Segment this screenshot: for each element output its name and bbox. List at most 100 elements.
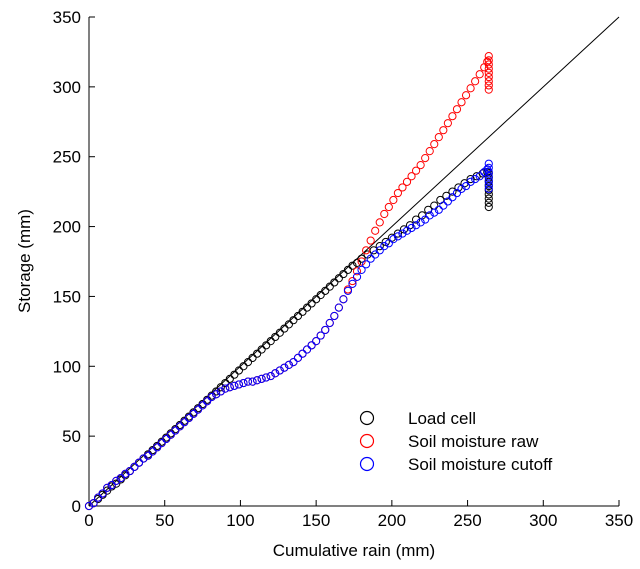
- data-point: [239, 378, 248, 388]
- data-point: [484, 81, 493, 90]
- data-point: [457, 98, 466, 107]
- data-point: [157, 439, 166, 448]
- y-tick-label: 100: [53, 357, 81, 376]
- data-point: [284, 360, 293, 369]
- data-point: [484, 180, 493, 189]
- y-axis-title: Storage (mm): [15, 209, 34, 313]
- data-point: [193, 405, 203, 414]
- data-point: [221, 384, 230, 393]
- data-point: [430, 140, 439, 149]
- data-point: [389, 235, 398, 244]
- y-tick-label: 150: [53, 287, 81, 306]
- data-point: [184, 413, 194, 423]
- data-point: [293, 311, 303, 321]
- data-point: [175, 422, 184, 431]
- y-tick-label: 350: [53, 8, 81, 27]
- y-tick-label: 250: [53, 148, 81, 167]
- data-point: [375, 218, 384, 227]
- data-point: [425, 211, 434, 220]
- data-point: [484, 85, 493, 94]
- x-tick-label: 200: [378, 511, 406, 530]
- data-point: [484, 72, 493, 82]
- data-point: [389, 195, 398, 205]
- data-point: [198, 401, 207, 410]
- data-point: [466, 177, 475, 186]
- data-point: [484, 202, 493, 212]
- data-point: [216, 387, 225, 396]
- data-point: [316, 331, 325, 340]
- data-point: [252, 349, 262, 358]
- data-point: [257, 374, 266, 383]
- data-point: [484, 52, 493, 61]
- legend-marker: [359, 433, 375, 449]
- data-point: [234, 380, 244, 389]
- data-point: [398, 183, 407, 192]
- data-point: [307, 299, 316, 308]
- data-point: [230, 370, 239, 379]
- data-point: [411, 221, 421, 230]
- legend-label: Soil moisture cutoff: [408, 455, 553, 474]
- data-point: [366, 254, 375, 263]
- data-point: [189, 409, 198, 418]
- data-point: [484, 64, 493, 73]
- data-point: [352, 272, 362, 281]
- data-point: [207, 392, 216, 402]
- data-point: [339, 269, 348, 279]
- data-point: [248, 353, 257, 363]
- data-point: [434, 205, 443, 214]
- data-point: [143, 451, 153, 460]
- x-tick-label: 100: [226, 511, 254, 530]
- data-point: [484, 56, 493, 65]
- data-point: [230, 381, 239, 390]
- data-point: [416, 218, 425, 227]
- data-point: [448, 193, 457, 202]
- data-point: [139, 454, 148, 463]
- x-tick-label: 0: [84, 511, 93, 530]
- data-point: [484, 163, 493, 172]
- data-point: [348, 279, 357, 288]
- data-point: [443, 197, 452, 206]
- data-point: [484, 167, 493, 177]
- data-point: [334, 274, 343, 283]
- data-point: [302, 345, 312, 354]
- data-point: [393, 188, 403, 198]
- data-point: [298, 307, 307, 316]
- data-point: [134, 458, 144, 467]
- data-point: [171, 426, 180, 435]
- data-point: [484, 190, 493, 199]
- data-point: [393, 229, 403, 238]
- data-point: [321, 286, 330, 295]
- data-point: [203, 397, 212, 406]
- data-point: [166, 430, 175, 439]
- data-point: [448, 187, 457, 196]
- data-point: [112, 476, 121, 485]
- data-point: [457, 184, 466, 193]
- data-point: [103, 483, 112, 492]
- data-point: [339, 295, 348, 304]
- data-point: [380, 209, 389, 219]
- data-point: [434, 133, 443, 142]
- data-point: [107, 480, 116, 490]
- data-point: [484, 184, 493, 193]
- y-tick-label: 0: [72, 497, 81, 516]
- data-point: [471, 77, 480, 86]
- data-point: [130, 462, 139, 471]
- y-tick-label: 50: [62, 427, 81, 446]
- legend-label: Load cell: [408, 409, 476, 428]
- data-point: [416, 160, 425, 170]
- data-point: [484, 194, 493, 203]
- data-point: [425, 147, 434, 156]
- data-point: [334, 303, 343, 312]
- data-point: [357, 257, 366, 266]
- legend-label: Soil moisture raw: [408, 432, 539, 451]
- data-point: [398, 229, 407, 238]
- data-point: [407, 172, 416, 181]
- legend-marker: [359, 456, 375, 472]
- data-point: [343, 286, 353, 295]
- data-point: [443, 119, 452, 128]
- data-point: [312, 295, 321, 304]
- data-point: [371, 250, 380, 259]
- data-point: [221, 378, 230, 388]
- data-point: [243, 357, 253, 367]
- data-point: [275, 328, 284, 337]
